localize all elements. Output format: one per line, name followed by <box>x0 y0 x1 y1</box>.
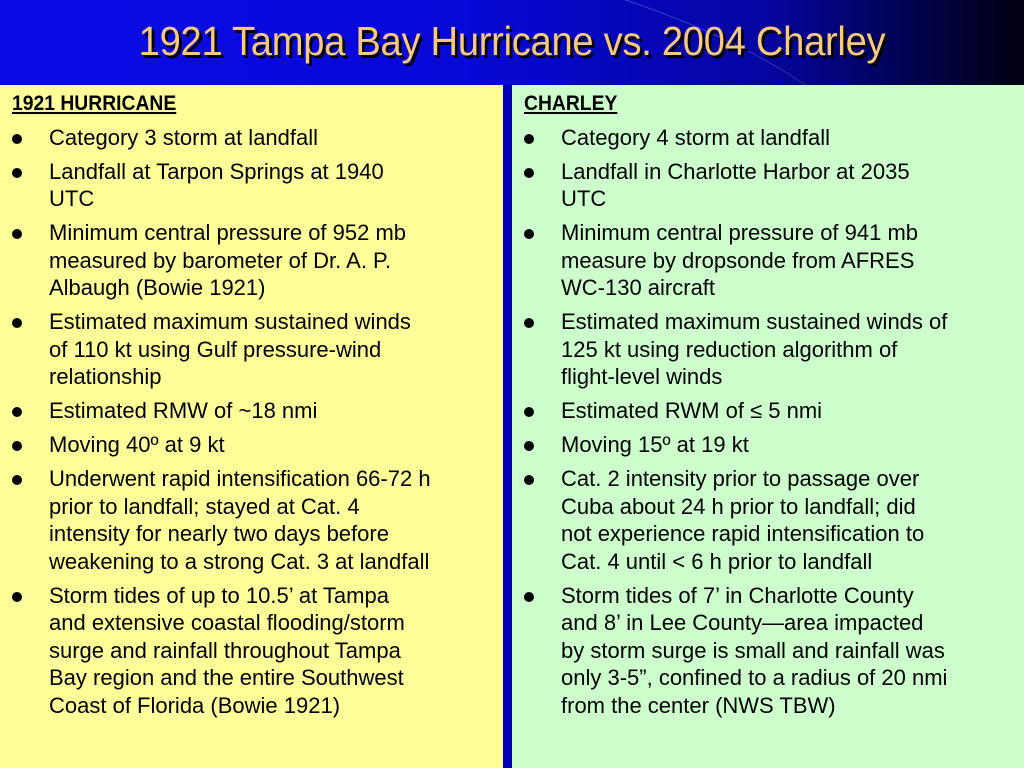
bullet-item: Storm tides of up to 10.5’ at Tampa and e… <box>0 582 503 720</box>
bullet-line: Cat. 4 until < 6 h prior to landfall <box>561 548 873 574</box>
bullet-item: Moving 15º at 19 kt <box>512 431 1024 459</box>
bullet-line: Cat. 2 intensity prior to passage over <box>561 466 920 491</box>
bullet-dot-icon <box>524 441 534 451</box>
bullet-dot-icon <box>524 133 534 144</box>
bullet-line: Moving 40º at 9 kt <box>49 432 225 457</box>
bullet-item: Category 4 storm at landfall <box>512 124 1024 152</box>
bullet-line: relationship <box>49 364 162 389</box>
bullet-line: of 110 kt using Gulf pressure-wind <box>49 336 382 362</box>
bullet-line: Minimum central pressure of 941 mb <box>561 220 919 245</box>
bullet-line: Cuba about 24 h prior to landfall; did <box>561 493 916 519</box>
right-column-charley: CHARLEY Category 4 storm at landfall Land… <box>512 85 1024 768</box>
bullet-line: Landfall at Tarpon Springs at 1940 <box>49 158 384 184</box>
bullet-line: Landfall in Charlotte Harbor at 2035 <box>561 158 910 184</box>
bullet-line: 125 kt using reduction algorithm of <box>561 336 898 362</box>
bullet-dot-icon <box>524 318 534 328</box>
bullet-line: Category 4 storm at landfall <box>561 124 831 150</box>
bullet-line: Storm tides of up to 10.5’ at Tampa <box>49 582 389 608</box>
bullet-line: and extensive coastal flooding/storm <box>49 610 405 635</box>
bullet-line: by storm surge is small and rainfall was <box>561 637 945 663</box>
bullet-line: and 8’ in Lee County—area impacted <box>561 610 924 635</box>
bullet-line: UTC <box>561 186 607 211</box>
bullet-line: Estimated RWM of ≤ 5 nmi <box>561 398 823 423</box>
bullet-line: Estimated RMW of ~18 nmi <box>49 398 318 423</box>
bullet-dot-icon <box>524 229 534 239</box>
bullet-dot-icon <box>524 407 534 417</box>
title-bar: 1921 Tampa Bay Hurricane vs. 2004 Charle… <box>0 0 1024 85</box>
bullet-item: Estimated maximum sustained winds of 125 … <box>512 308 1024 391</box>
bullet-dot-icon <box>12 167 22 178</box>
bullet-line: Coast of Florida (Bowie 1921) <box>49 692 341 718</box>
column-divider <box>503 85 512 768</box>
bullet-dot-icon <box>524 167 534 178</box>
bullet-line: Estimated maximum sustained winds <box>49 309 411 334</box>
bullet-dot-icon <box>12 229 22 239</box>
bullet-item: Landfall in Charlotte Harbor at 2035 UTC <box>512 158 1024 213</box>
bullet-dot-icon <box>524 475 534 485</box>
bullet-line: surge and rainfall throughout Tampa <box>49 637 401 663</box>
bullet-item: Estimated RMW of ~18 nmi <box>0 397 503 425</box>
slide-title: 1921 Tampa Bay Hurricane vs. 2004 Charle… <box>138 18 886 64</box>
bullet-line: intensity for nearly two days before <box>49 521 389 546</box>
bullet-line: Albaugh (Bowie 1921) <box>49 275 266 300</box>
bullet-dot-icon <box>12 133 22 144</box>
bullet-line: Underwent rapid intensification 66-72 h <box>49 466 431 491</box>
bullet-item: Moving 40º at 9 kt <box>0 431 503 459</box>
bullet-line: Moving 15º at 19 kt <box>561 432 749 457</box>
left-heading: 1921 HURRICANE <box>12 92 177 115</box>
bullet-item: Landfall at Tarpon Springs at 1940 UTC <box>0 158 503 213</box>
bullet-line: prior to landfall; stayed at Cat. 4 <box>49 493 360 519</box>
bullet-line: measured by barometer of Dr. A. P. <box>49 247 391 273</box>
bullet-line: from the center (NWS TBW) <box>561 692 836 718</box>
bullet-item: Minimum central pressure of 952 mb measur… <box>0 219 503 302</box>
bullet-dot-icon <box>524 591 534 602</box>
bullet-line: only 3-5”, confined to a radius of 20 nm… <box>561 665 948 690</box>
bullet-line: Estimated maximum sustained winds of <box>561 309 948 334</box>
bullet-item: Estimated maximum sustained winds of 110 … <box>0 308 503 391</box>
bullet-item: Category 3 storm at landfall <box>0 124 503 152</box>
bullet-line: not experience rapid intensification to <box>561 521 925 546</box>
bullet-dot-icon <box>12 407 22 417</box>
bullet-line: Category 3 storm at landfall <box>49 124 319 150</box>
bullet-dot-icon <box>12 441 22 451</box>
left-bullet-list: Category 3 storm at landfall Landfall at … <box>0 124 503 720</box>
bullet-dot-icon <box>12 318 22 328</box>
right-bullet-list: Category 4 storm at landfall Landfall in … <box>512 124 1024 720</box>
bullet-line: Storm tides of 7’ in Charlotte County <box>561 582 914 608</box>
bullet-dot-icon <box>12 475 22 485</box>
bullet-item: Cat. 2 intensity prior to passage over Cu… <box>512 465 1024 575</box>
bullet-item: Storm tides of 7’ in Charlotte County and… <box>512 582 1024 720</box>
bullet-item: Minimum central pressure of 941 mb measur… <box>512 219 1024 302</box>
right-heading: CHARLEY <box>524 92 618 115</box>
bullet-line: Bay region and the entire Southwest <box>49 665 404 690</box>
bullet-line: flight-level winds <box>561 364 723 389</box>
bullet-dot-icon <box>12 591 22 602</box>
bullet-line: weakening to a strong Cat. 3 at landfall <box>49 548 430 574</box>
bullet-line: WC-130 aircraft <box>561 275 716 300</box>
bullet-line: measure by dropsonde from AFRES <box>561 247 915 273</box>
bullet-item: Estimated RWM of ≤ 5 nmi <box>512 397 1024 425</box>
left-column-1921-hurricane: 1921 HURRICANE Category 3 storm at landf… <box>0 85 503 768</box>
bullet-line: Minimum central pressure of 952 mb <box>49 220 407 245</box>
bullet-line: UTC <box>49 186 95 211</box>
